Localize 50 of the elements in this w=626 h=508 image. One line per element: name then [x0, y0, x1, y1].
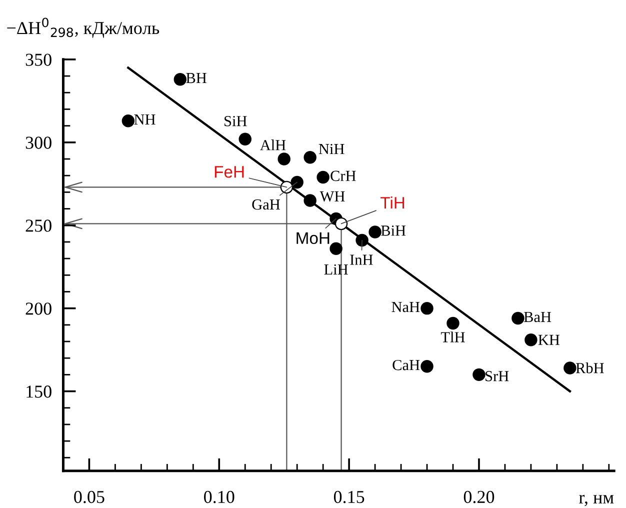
x-tick-label: 0.20	[464, 490, 494, 504]
y-axis-title: −ΔH$^{0}$$_{298}$, кДж/моль	[7, 18, 160, 38]
point	[238, 132, 252, 146]
x-tick-label: 0.15	[334, 490, 364, 504]
annotation: WH	[320, 191, 345, 202]
point	[304, 194, 316, 207]
point	[420, 360, 434, 373]
annotation: FeH	[214, 166, 244, 178]
annotation: BaH	[524, 312, 552, 322]
point	[446, 316, 460, 330]
annotation: MoH	[296, 232, 330, 244]
x-tick-label: 0.10	[204, 490, 234, 504]
annotation: TlH	[440, 332, 465, 342]
point	[524, 333, 538, 346]
y-tick-label: 200	[26, 302, 52, 315]
annotation: NaH	[392, 302, 420, 312]
annotation: SiH	[224, 116, 247, 126]
point	[512, 312, 524, 325]
point	[122, 114, 135, 128]
annotation: CrH	[330, 170, 356, 182]
y-tick-label: 350	[26, 54, 52, 66]
point	[368, 226, 382, 238]
annotation: NiH	[318, 144, 344, 154]
point	[316, 170, 330, 184]
annotation: TiH	[380, 196, 404, 209]
annotation: NH	[134, 114, 156, 124]
y-tick-label: 150	[26, 386, 52, 398]
annotation: InH	[350, 254, 373, 265]
x-axis-title: r, нм	[579, 494, 614, 506]
point	[330, 242, 342, 255]
annotation: GaH	[252, 199, 280, 210]
annotation: BH	[186, 73, 206, 84]
point	[290, 176, 304, 189]
annotation: RbH	[576, 362, 604, 374]
point	[278, 152, 290, 166]
annotation: SrH	[486, 371, 509, 382]
annotation: BiH	[381, 226, 406, 236]
point	[174, 72, 187, 86]
y-tick-label: 300	[26, 136, 52, 149]
point	[334, 217, 348, 230]
y-tick-label: 250	[26, 220, 52, 232]
x-tick-label: 0.05	[74, 490, 104, 504]
annotation: AlH	[260, 140, 286, 150]
point	[564, 362, 576, 374]
point	[472, 368, 486, 382]
point	[356, 234, 368, 247]
annotation: CaH	[392, 360, 420, 370]
annotation: KH	[538, 334, 560, 345]
point	[420, 302, 434, 315]
point	[304, 150, 316, 164]
